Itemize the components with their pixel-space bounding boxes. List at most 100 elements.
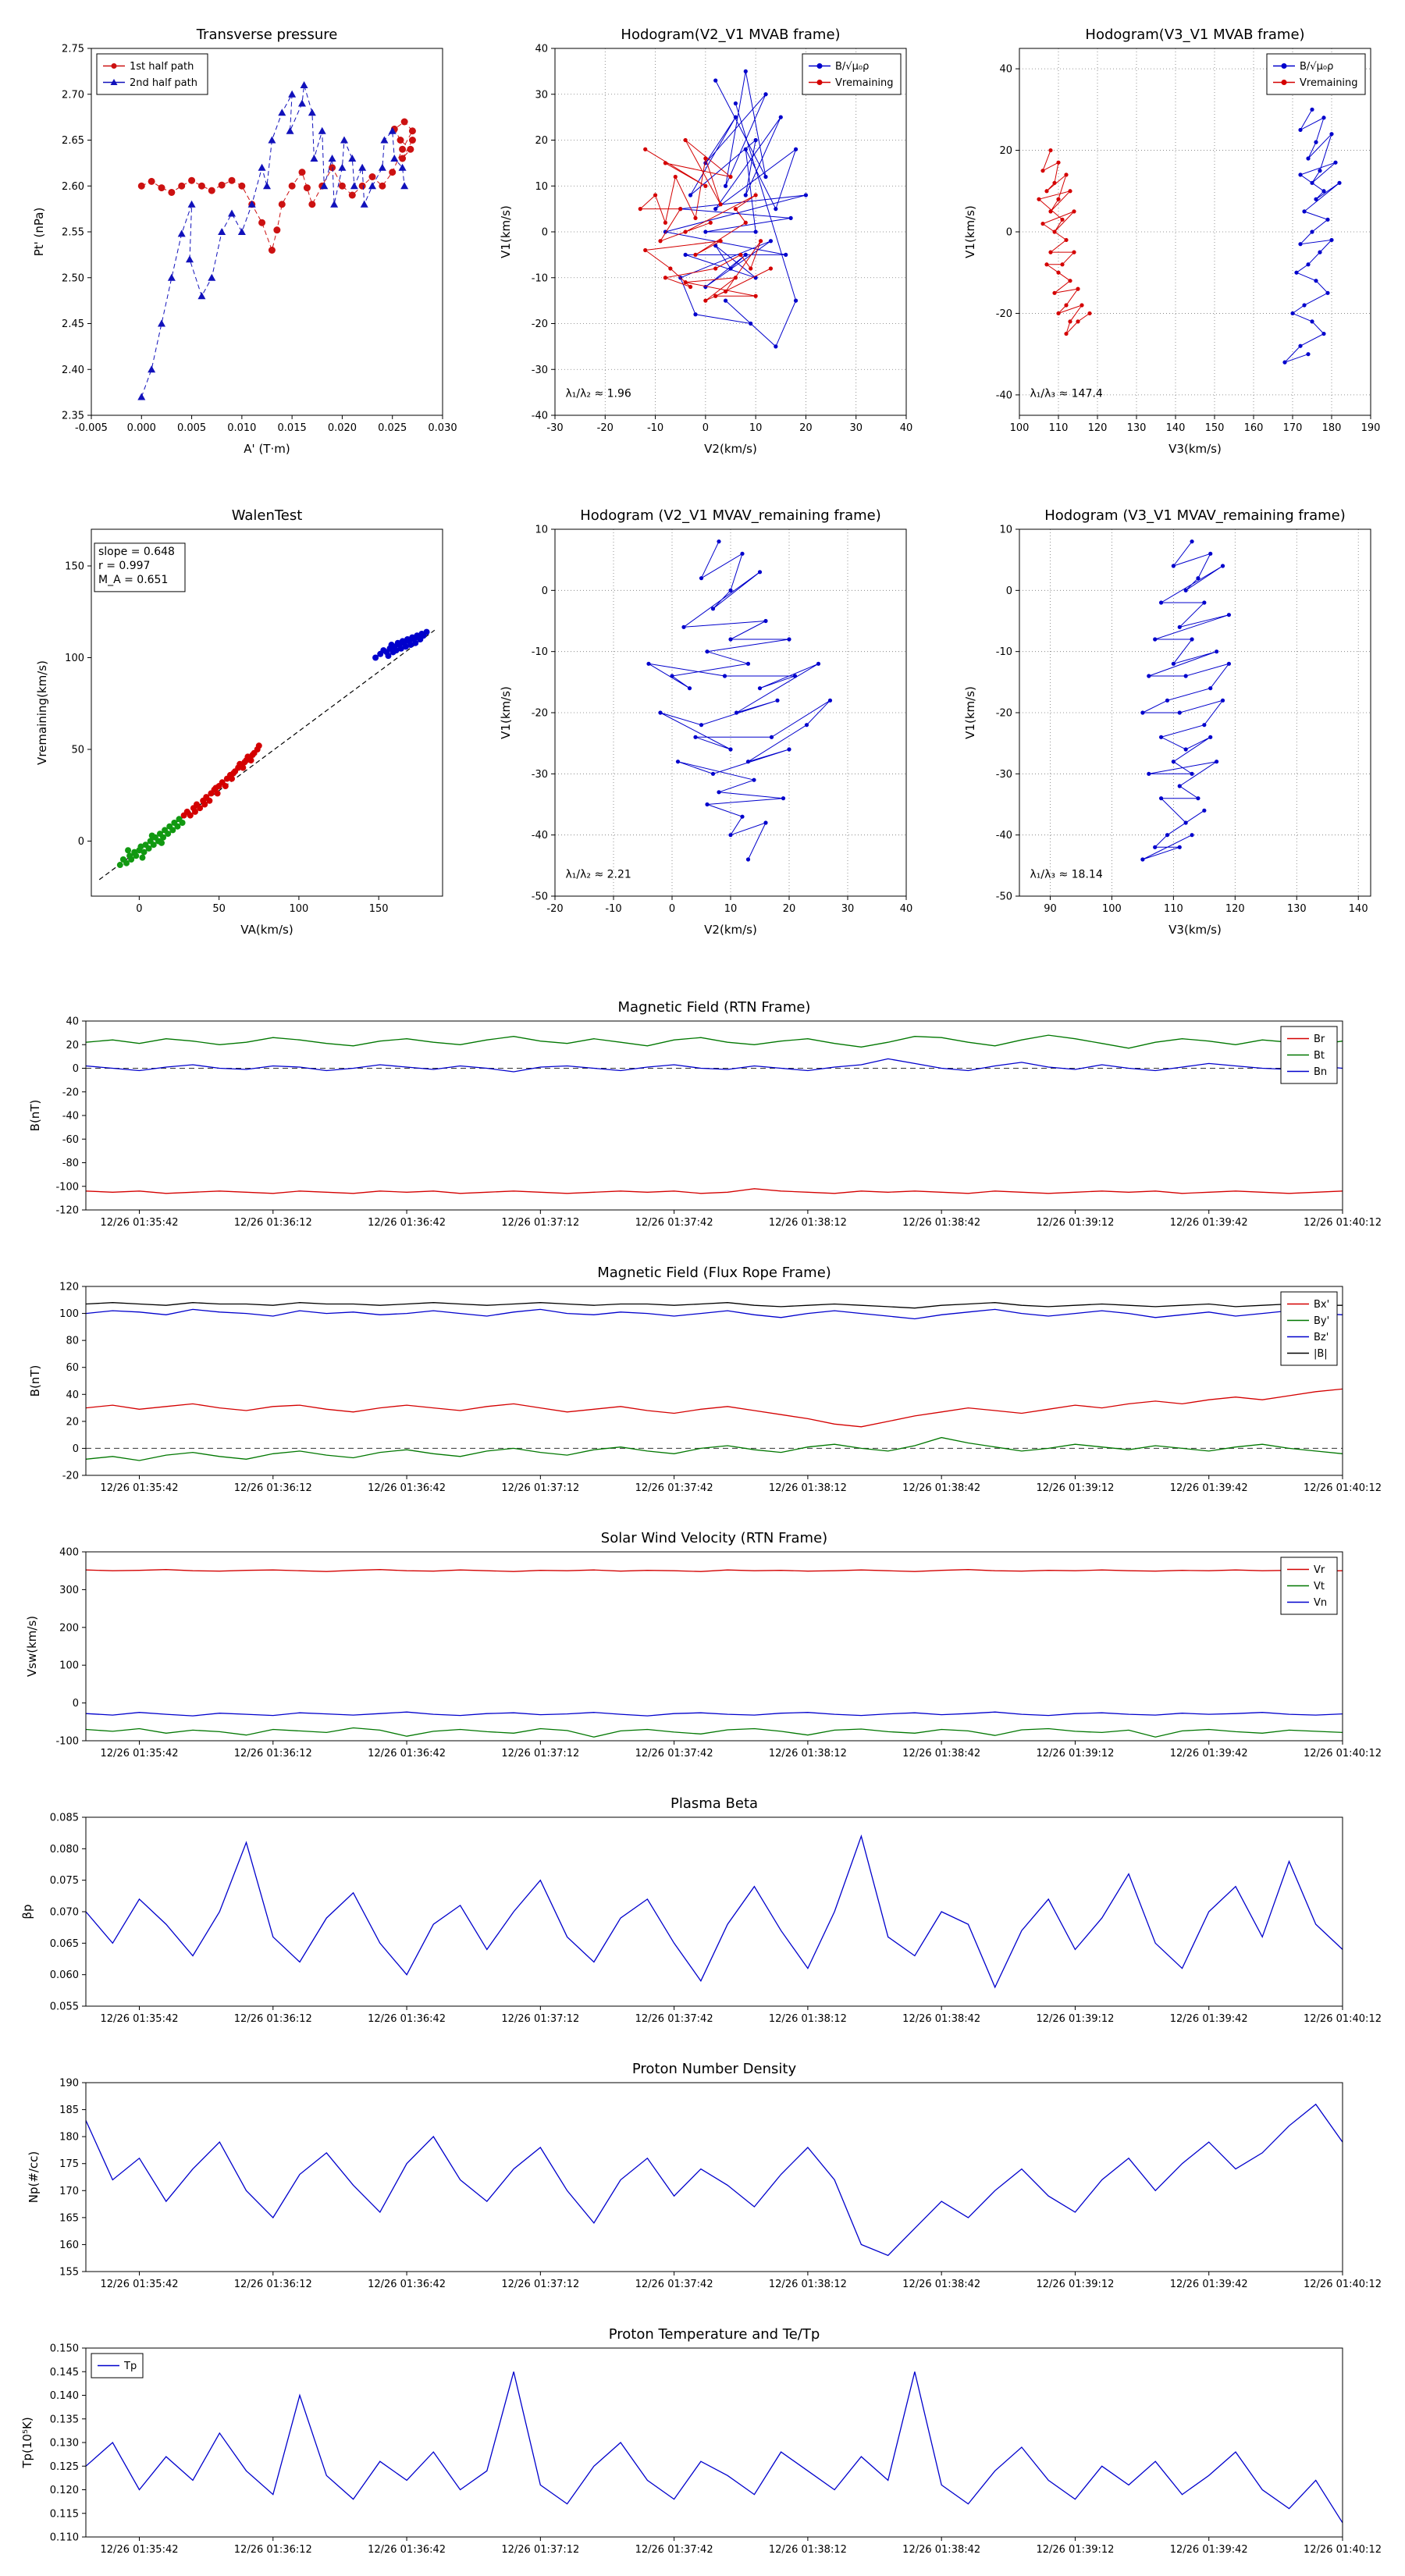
svg-text:12/26 01:38:42: 12/26 01:38:42 [902, 2013, 980, 2025]
svg-text:12/26 01:39:42: 12/26 01:39:42 [1170, 1482, 1248, 1494]
svg-text:160: 160 [59, 2240, 79, 2251]
svg-text:0: 0 [669, 903, 675, 915]
svg-text:λ₁/λ₃ ≈ 18.14: λ₁/λ₃ ≈ 18.14 [1030, 869, 1102, 881]
panel-hodogram-v3v1-mvav: 90 100 110 120 130 140 -50 -40 -30 -20 -10 0 10 Hodog… [941, 492, 1393, 973]
chart-svg: 12/26 01:35:42 12/26 01:36:12 12/26 01:36:… [20, 1795, 1382, 2025]
svg-text:12/26 01:37:12: 12/26 01:37:12 [501, 2544, 579, 2556]
svg-text:0.125: 0.125 [50, 2461, 79, 2473]
svg-text:-20: -20 [62, 1087, 79, 1098]
svg-text:12/26 01:39:42: 12/26 01:39:42 [1170, 1217, 1248, 1229]
svg-text:12/26 01:38:12: 12/26 01:38:12 [769, 2013, 847, 2025]
svg-text:0: 0 [702, 422, 709, 434]
svg-text:12/26 01:37:42: 12/26 01:37:42 [635, 1482, 713, 1494]
svg-text:0.030: 0.030 [428, 422, 457, 434]
chart-svg: 100 110 120 130 140 150 160 170 180 190 -40 -20 0 20 4… [963, 27, 1380, 456]
svg-text:130: 130 [1126, 422, 1146, 434]
svg-text:12/26 01:35:42: 12/26 01:35:42 [101, 1217, 179, 1229]
svg-text:20: 20 [535, 135, 548, 147]
chart-svg: 12/26 01:35:42 12/26 01:36:12 12/26 01:36:… [28, 1265, 1382, 1494]
svg-text:180: 180 [59, 2132, 79, 2144]
svg-text:12/26 01:38:42: 12/26 01:38:42 [902, 1217, 980, 1229]
svg-text:2.60: 2.60 [62, 181, 84, 193]
svg-text:40: 40 [66, 1016, 79, 1028]
svg-text:0.015: 0.015 [277, 422, 306, 434]
svg-text:βp: βp [20, 1904, 34, 1919]
svg-text:0.110: 0.110 [50, 2532, 79, 2544]
svg-text:0.080: 0.080 [50, 1844, 79, 1856]
svg-text:2.40: 2.40 [62, 365, 84, 376]
svg-text:12/26 01:39:42: 12/26 01:39:42 [1170, 2544, 1248, 2556]
svg-text:12/26 01:35:42: 12/26 01:35:42 [101, 2544, 179, 2556]
svg-text:-30: -30 [546, 422, 563, 434]
svg-text:40: 40 [900, 422, 913, 434]
svg-text:20: 20 [783, 903, 796, 915]
svg-text:λ₁/λ₂ ≈ 1.96: λ₁/λ₂ ≈ 1.96 [566, 388, 631, 400]
svg-text:100: 100 [1102, 903, 1122, 915]
svg-text:Bx': Bx' [1314, 1299, 1329, 1311]
svg-text:12/26 01:36:12: 12/26 01:36:12 [234, 2544, 312, 2556]
svg-text:100: 100 [65, 653, 84, 664]
svg-text:12/26 01:35:42: 12/26 01:35:42 [101, 2279, 179, 2290]
svg-text:r = 0.997: r = 0.997 [98, 560, 150, 572]
svg-text:12/26 01:37:42: 12/26 01:37:42 [635, 2279, 713, 2290]
chart-svg: 90 100 110 120 130 140 -50 -40 -30 -20 -10 0 10 Hodog… [963, 507, 1371, 937]
svg-text:0.005: 0.005 [176, 422, 205, 434]
svg-text:V2(km/s): V2(km/s) [704, 923, 757, 937]
svg-text:WalenTest: WalenTest [231, 507, 302, 524]
svg-text:-120: -120 [55, 1205, 79, 1217]
svg-text:12/26 01:39:42: 12/26 01:39:42 [1170, 1748, 1248, 1759]
svg-text:Tp: Tp [123, 2361, 137, 2372]
svg-text:165: 165 [59, 2212, 79, 2224]
svg-text:12/26 01:35:42: 12/26 01:35:42 [101, 1748, 179, 1759]
svg-text:V3(km/s): V3(km/s) [1168, 923, 1222, 937]
svg-text:12/26 01:37:42: 12/26 01:37:42 [635, 1217, 713, 1229]
svg-text:12/26 01:39:12: 12/26 01:39:12 [1036, 1217, 1114, 1229]
svg-text:12/26 01:39:12: 12/26 01:39:12 [1036, 2544, 1114, 2556]
svg-text:30: 30 [841, 903, 855, 915]
svg-text:12/26 01:40:12: 12/26 01:40:12 [1304, 2013, 1382, 2025]
svg-text:0.130: 0.130 [50, 2438, 79, 2450]
svg-text:20: 20 [999, 145, 1012, 157]
svg-text:-20: -20 [995, 708, 1012, 720]
svg-text:2.75: 2.75 [62, 44, 84, 55]
svg-text:175: 175 [59, 2158, 79, 2170]
svg-text:-60: -60 [62, 1134, 79, 1146]
svg-text:140: 140 [1348, 903, 1368, 915]
svg-text:-40: -40 [995, 390, 1012, 401]
svg-text:40: 40 [999, 64, 1012, 76]
svg-text:Hodogram(V3_V1 MVAB frame): Hodogram(V3_V1 MVAB frame) [1085, 27, 1304, 43]
svg-text:12/26 01:37:42: 12/26 01:37:42 [635, 1748, 713, 1759]
svg-text:12/26 01:40:12: 12/26 01:40:12 [1304, 2544, 1382, 2556]
svg-text:λ₁/λ₂ ≈ 2.21: λ₁/λ₂ ≈ 2.21 [566, 869, 631, 881]
chart-svg: 12/26 01:35:42 12/26 01:36:12 12/26 01:36:… [28, 999, 1382, 1229]
chart-svg: -0.005 0.000 0.005 0.010 0.015 0.020 0.025 0.03… [32, 27, 457, 456]
svg-text:-40: -40 [995, 830, 1012, 841]
panel-magnetic-field-fluxrope: 12/26 01:35:42 12/26 01:36:12 12/26 01:36:… [8, 1260, 1397, 1525]
svg-text:12/26 01:38:12: 12/26 01:38:12 [769, 1748, 847, 1759]
svg-text:-30: -30 [532, 365, 548, 376]
svg-text:12/26 01:36:12: 12/26 01:36:12 [234, 2279, 312, 2290]
svg-text:10: 10 [724, 903, 738, 915]
svg-text:-50: -50 [995, 891, 1012, 903]
svg-text:Bn: Bn [1314, 1066, 1327, 1078]
svg-text:120: 120 [1087, 422, 1107, 434]
svg-text:-40: -40 [62, 1111, 79, 1123]
svg-text:12/26 01:36:42: 12/26 01:36:42 [368, 1748, 446, 1759]
svg-text:2.45: 2.45 [62, 318, 84, 330]
svg-text:12/26 01:38:42: 12/26 01:38:42 [902, 1482, 980, 1494]
svg-text:0.000: 0.000 [126, 422, 155, 434]
panel-transverse-pressure: -0.005 0.000 0.005 0.010 0.015 0.020 0.025 0.03… [12, 11, 464, 492]
svg-text:-20: -20 [532, 708, 548, 720]
svg-text:12/26 01:37:12: 12/26 01:37:12 [501, 1482, 579, 1494]
svg-text:12/26 01:39:12: 12/26 01:39:12 [1036, 1482, 1114, 1494]
svg-text:150: 150 [368, 903, 388, 915]
svg-text:VA(km/s): VA(km/s) [240, 923, 293, 937]
svg-text:12/26 01:38:12: 12/26 01:38:12 [769, 2544, 847, 2556]
svg-text:λ₁/λ₃ ≈ 147.4: λ₁/λ₃ ≈ 147.4 [1030, 388, 1102, 400]
svg-text:Np(#/cc): Np(#/cc) [27, 2151, 41, 2204]
svg-text:12/26 01:35:42: 12/26 01:35:42 [101, 2013, 179, 2025]
svg-text:12/26 01:36:42: 12/26 01:36:42 [368, 2544, 446, 2556]
svg-text:A' (T·m): A' (T·m) [244, 442, 290, 456]
svg-text:40: 40 [66, 1389, 79, 1401]
svg-text:0: 0 [542, 585, 548, 597]
